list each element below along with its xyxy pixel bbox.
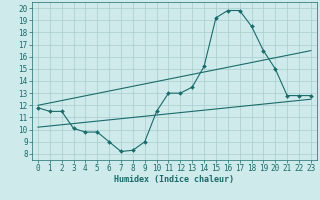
X-axis label: Humidex (Indice chaleur): Humidex (Indice chaleur) (115, 175, 234, 184)
